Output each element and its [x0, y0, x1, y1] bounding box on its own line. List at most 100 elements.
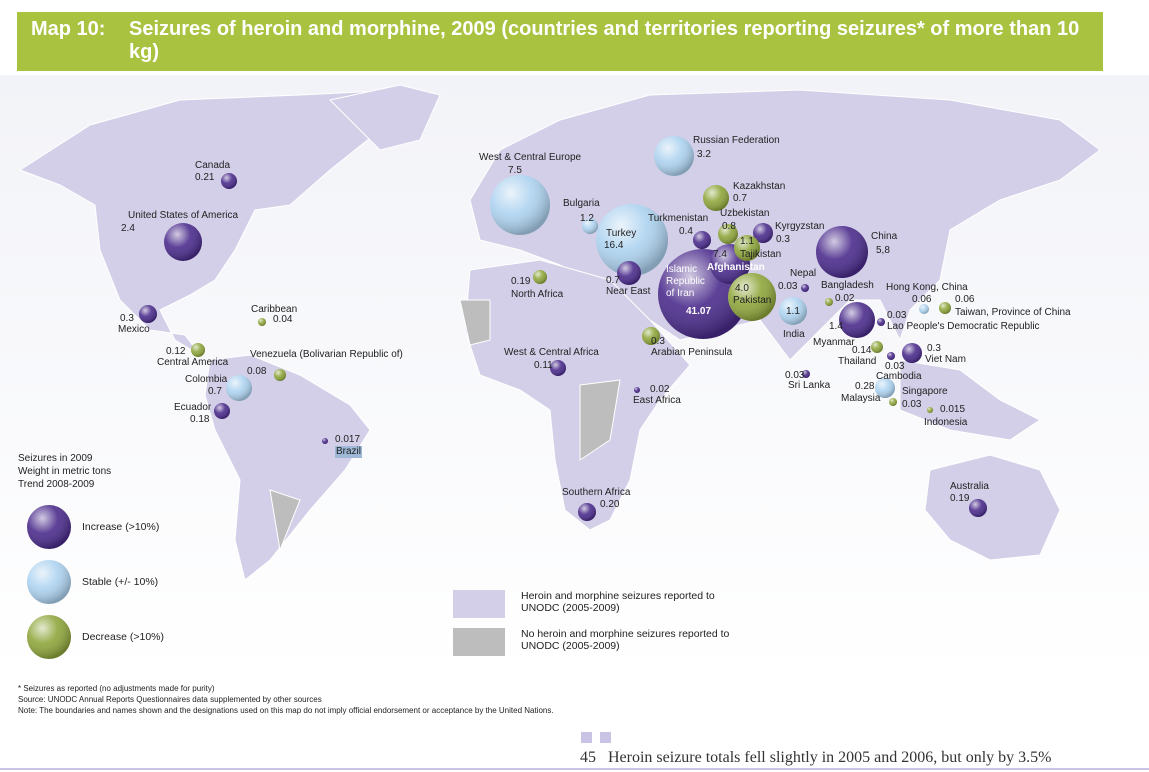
- marker-name: West & Central Africa: [504, 347, 599, 358]
- marker-value: 0.02: [835, 293, 855, 304]
- marker-value: 41.07: [686, 306, 712, 317]
- marker-value: 0.06: [912, 294, 932, 305]
- legend-heading-line: Trend 2008-2009: [18, 479, 95, 490]
- marker-bubble-shine: [825, 298, 833, 306]
- marker-name: Bangladesh: [821, 280, 874, 291]
- marker-name: Tajikistan: [740, 249, 782, 260]
- legend-label: Increase (>10%): [82, 521, 160, 533]
- legend-bubble-shine: [27, 560, 71, 604]
- marker-name: Thailand: [838, 356, 877, 367]
- marker-name: Indonesia: [924, 417, 968, 428]
- no-report-land: [269, 299, 621, 552]
- marker-value: 0.06: [955, 294, 975, 305]
- marker-value: 0.3: [776, 234, 790, 245]
- marker-value: 1.1: [786, 306, 800, 317]
- legend-bubble-shine: [27, 505, 71, 549]
- marker-value: 0.18: [190, 414, 210, 425]
- marker-name: Kazakhstan: [733, 181, 786, 192]
- marker-bubble-shine: [654, 136, 694, 176]
- marker-bubble-shine: [728, 273, 776, 321]
- marker-bubble-shine: [734, 235, 760, 261]
- marker-bubble-shine: [902, 343, 922, 363]
- marker-name: Malaysia: [841, 393, 881, 404]
- footer: 45 Heroin seizure totals fell slightly i…: [580, 749, 1052, 767]
- land: [18, 84, 1101, 581]
- title-bar: Map 10: Seizures of heroin and morphine,…: [17, 12, 1103, 71]
- marker-name: Ecuador: [174, 402, 212, 413]
- marker-value: 1.2: [580, 213, 594, 224]
- marker-name: North Africa: [511, 289, 564, 300]
- marker-value: 0.12: [166, 346, 186, 357]
- marker-value: 0.3: [927, 343, 941, 354]
- marker-bubble-shine: [816, 226, 868, 278]
- marker-name: Arabian Peninsula: [651, 347, 733, 358]
- marker-name: Australia: [950, 481, 989, 492]
- marker-value: 0.19: [511, 276, 531, 287]
- legend-heading-line: Weight in metric tons: [18, 466, 112, 477]
- marker-value: 0.3: [651, 336, 665, 347]
- marker-bubble-shine: [214, 403, 230, 419]
- marker-name: Pakistan: [733, 295, 772, 306]
- marker-bubble-shine: [642, 327, 660, 345]
- note: Source: UNODC Annual Reports Questionnai…: [18, 695, 322, 704]
- marker-name: Caribbean: [251, 304, 298, 315]
- marker-name: Kyrgyzstan: [775, 221, 825, 232]
- marker-value: 1.4: [829, 321, 843, 332]
- marker-name: Russian Federation: [693, 135, 780, 146]
- marker-bubble-shine: [634, 387, 640, 393]
- marker-bubble-shine: [164, 223, 202, 261]
- marker-value: 0.19: [950, 493, 970, 504]
- marker-value: 3.2: [697, 149, 711, 160]
- marker-name: Venezuela (Bolivarian Republic of): [250, 349, 403, 360]
- marker-value: 0.20: [600, 499, 620, 510]
- marker-bubble-shine: [139, 305, 157, 323]
- marker-bubble-shine: [550, 360, 566, 376]
- marker-value: 0.4: [679, 226, 693, 237]
- area-swatch: [453, 590, 505, 618]
- map-number: Map 10:: [31, 18, 106, 40]
- marker-name: United States of America: [128, 210, 239, 221]
- note: Note: The boundaries and names shown and…: [18, 706, 554, 715]
- marker-bubble-shine: [221, 173, 237, 189]
- marker-value: 0.03: [887, 310, 907, 321]
- marker-name: Colombia: [185, 374, 228, 385]
- marker-bubble-shine: [578, 503, 596, 521]
- marker-bubble-shine: [322, 438, 328, 444]
- decor-square: [600, 732, 611, 743]
- marker-value: 0.11: [534, 360, 553, 371]
- marker-name: Near East: [606, 286, 651, 297]
- area-swatch: [453, 628, 505, 656]
- marker-bubble-shine: [703, 185, 729, 211]
- marker-bubble-shine: [939, 302, 951, 314]
- marker-value: 0.7: [606, 275, 620, 286]
- marker-bubble-shine: [582, 218, 598, 234]
- marker-value: 0.8: [722, 221, 736, 232]
- marker-value: 7.4: [713, 249, 727, 260]
- marker-bubble-shine: [596, 204, 668, 276]
- area-label: No heroin and morphine seizures reported…: [521, 628, 730, 652]
- marker-name: Hong Kong, China: [886, 282, 968, 293]
- marker-name: Lao People's Democratic Republic: [887, 321, 1040, 332]
- marker-bubble-shine: [490, 175, 550, 235]
- marker-name: Uzbekistan: [720, 208, 770, 219]
- marker-bubble-shine: [533, 270, 547, 284]
- map-title: Seizures of heroin and morphine, 2009 (c…: [129, 18, 1080, 63]
- marker-value: 0.017: [335, 434, 361, 445]
- marker-value: 0.03: [885, 361, 905, 372]
- legend-heading-line: Seizures in 2009: [18, 453, 93, 464]
- decor-square: [581, 732, 592, 743]
- marker-bubble-shine: [871, 341, 883, 353]
- marker-bubble-shine: [875, 378, 895, 398]
- legend-label: Decrease (>10%): [82, 631, 164, 643]
- marker-name: Sri Lanka: [788, 380, 831, 391]
- marker-name: Myanmar: [813, 337, 855, 348]
- marker-value: 16.4: [604, 240, 624, 251]
- page-number: 45: [580, 749, 596, 766]
- marker-value: 0.14: [852, 345, 872, 356]
- marker-name: Central America: [157, 357, 229, 368]
- marker-value: 0.3: [120, 313, 134, 324]
- marker-name: Canada: [195, 160, 231, 171]
- marker-name: Afghanistan: [707, 262, 765, 273]
- marker-bubble-shine: [258, 318, 266, 326]
- marker-name: Nepal: [790, 268, 817, 279]
